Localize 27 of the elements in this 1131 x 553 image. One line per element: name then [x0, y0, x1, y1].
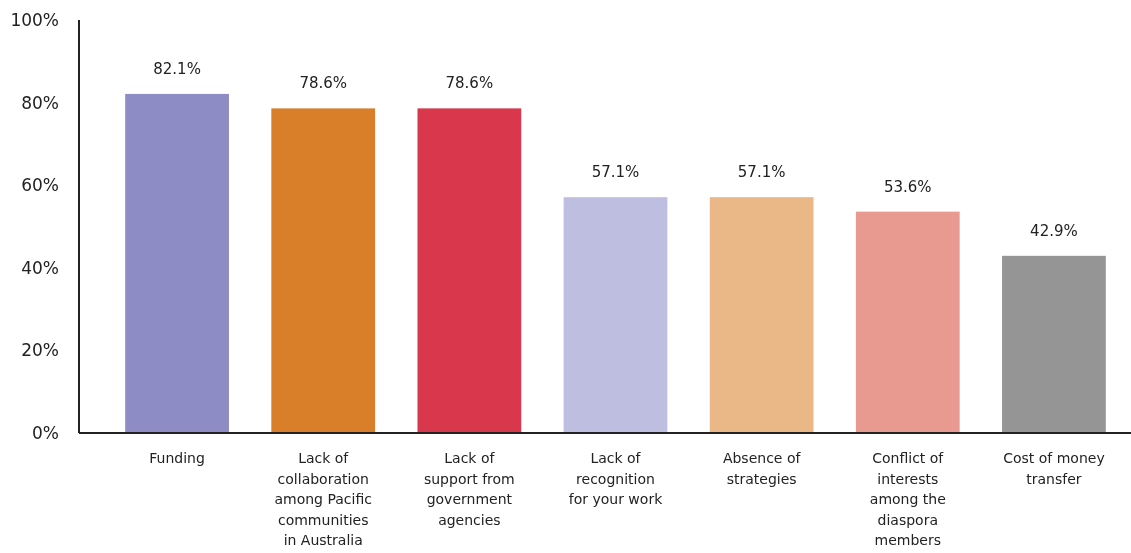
data-label: 53.6% — [883, 177, 932, 196]
data-label: 78.6% — [445, 74, 494, 93]
bar — [855, 211, 960, 433]
bar — [563, 197, 668, 433]
data-label: 57.1% — [591, 163, 640, 182]
x-tick-label: Lack of recognition for your work — [568, 450, 664, 507]
bar — [709, 197, 814, 433]
x-tick-label: Lack of support from government agencies — [423, 450, 515, 528]
bar — [271, 108, 376, 433]
bar — [417, 108, 522, 433]
y-tick-label: 80% — [21, 92, 59, 113]
y-tick-label: 100% — [10, 9, 59, 30]
bar — [125, 93, 229, 433]
y-tick-label: 60% — [21, 175, 59, 196]
x-tick-label: Absence of strategies — [722, 450, 802, 487]
data-label: 42.9% — [1030, 221, 1078, 240]
x-tick-label: Conflict of interests among the diaspora members — [869, 450, 946, 548]
x-tick-label: Funding — [149, 450, 205, 466]
data-label: 82.1% — [153, 59, 201, 78]
bar — [1002, 255, 1106, 433]
y-tick-label: 20% — [21, 340, 59, 361]
x-tick-label: Cost of money transfer — [1003, 450, 1105, 487]
data-label: 78.6% — [299, 74, 348, 93]
y-tick-label: 40% — [21, 257, 59, 278]
x-tick-label: Lack of collaboration among Pacific communities in Australia — [274, 450, 372, 548]
y-tick-label: 0% — [32, 422, 59, 443]
data-label: 57.1% — [737, 163, 786, 182]
